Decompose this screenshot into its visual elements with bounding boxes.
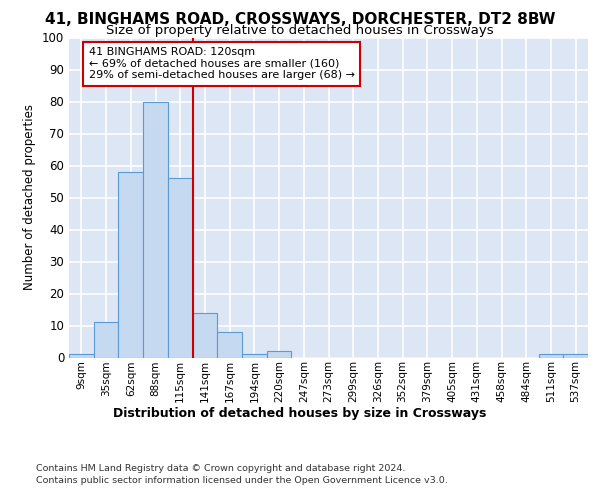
Bar [94, 322, 118, 358]
Y-axis label: Number of detached properties: Number of detached properties [23, 104, 37, 290]
Bar [242, 354, 267, 358]
Text: Size of property relative to detached houses in Crossways: Size of property relative to detached ho… [106, 24, 494, 37]
Text: Contains public sector information licensed under the Open Government Licence v3: Contains public sector information licen… [36, 476, 448, 485]
Text: 41, BINGHAMS ROAD, CROSSWAYS, DORCHESTER, DT2 8BW: 41, BINGHAMS ROAD, CROSSWAYS, DORCHESTER… [45, 12, 555, 27]
Bar [193, 312, 217, 358]
Bar [118, 172, 143, 358]
Bar [168, 178, 193, 358]
Text: Distribution of detached houses by size in Crossways: Distribution of detached houses by size … [113, 408, 487, 420]
Text: Contains HM Land Registry data © Crown copyright and database right 2024.: Contains HM Land Registry data © Crown c… [36, 464, 406, 473]
Text: 41 BINGHAMS ROAD: 120sqm
← 69% of detached houses are smaller (160)
29% of semi-: 41 BINGHAMS ROAD: 120sqm ← 69% of detach… [89, 47, 355, 80]
Bar [143, 102, 168, 358]
Bar [563, 354, 588, 358]
Bar [267, 351, 292, 358]
Bar [539, 354, 563, 358]
Bar [217, 332, 242, 357]
Bar [69, 354, 94, 358]
